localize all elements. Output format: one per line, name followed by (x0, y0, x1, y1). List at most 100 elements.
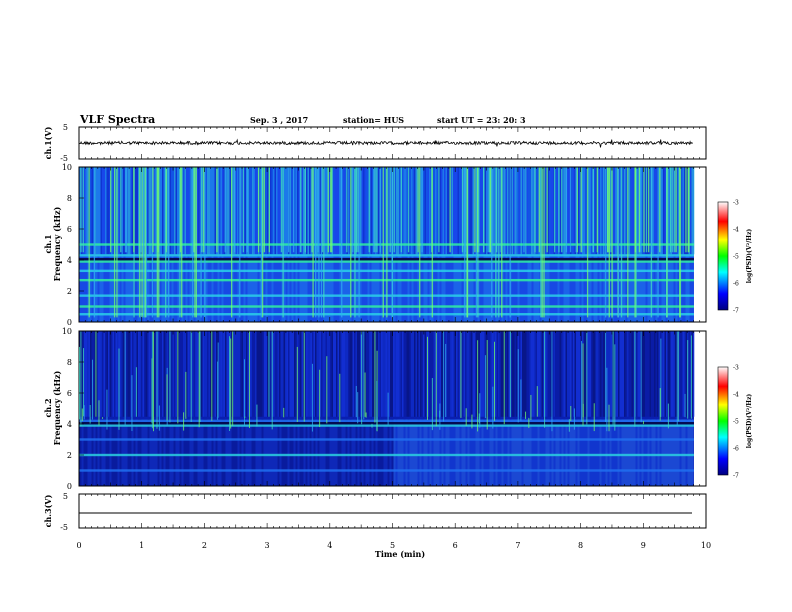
spectrogram-texture (262, 331, 264, 417)
spectrogram-texture (513, 419, 516, 486)
spectrogram-texture (225, 419, 228, 486)
spectrogram-texture (219, 167, 221, 255)
spectrogram-texture (324, 167, 326, 255)
spectrogram-texture (649, 167, 651, 255)
spectrogram-texture (468, 167, 470, 255)
spectrogram-texture (123, 419, 126, 486)
spectrogram-texture (117, 419, 120, 486)
spectrogram-texture (583, 255, 586, 322)
spectrogram-texture (259, 167, 261, 255)
spectrogram-texture (180, 331, 182, 417)
ch1-colorbar (717, 201, 729, 311)
spectrogram-texture (216, 331, 218, 417)
spectrogram-texture (245, 419, 248, 486)
axis-ticks (78, 127, 707, 528)
spectrogram-texture (628, 167, 630, 255)
spectrogram-texture (535, 419, 538, 486)
spectrogram-texture (550, 167, 552, 255)
spectrogram-texture (479, 255, 482, 322)
spectrogram-texture (201, 255, 204, 322)
spectrogram-texture (227, 419, 230, 486)
spectrogram-texture (127, 167, 129, 255)
spectrogram-texture (559, 255, 562, 322)
spectrogram-texture (162, 167, 164, 255)
spectrogram-texture (441, 167, 443, 255)
spectrogram-texture (439, 331, 441, 417)
spectrogram-texture (306, 331, 308, 417)
spectrogram-texture (461, 419, 464, 486)
spectrogram-texture (639, 419, 642, 486)
spectrogram-texture (529, 419, 532, 486)
spectrogram-texture (129, 255, 132, 322)
spectrogram-texture (195, 419, 198, 486)
spectrogram-texture (375, 331, 377, 417)
spectrogram-texture (300, 331, 302, 417)
spectrogram-texture (219, 255, 222, 322)
spectrogram-texture (217, 167, 219, 255)
spectrogram-texture (553, 331, 555, 417)
spectrogram-texture (103, 167, 105, 255)
spectrogram-texture (377, 419, 380, 486)
spectrogram-texture (677, 255, 680, 322)
spectrogram-texture (198, 167, 200, 255)
spectrogram-texture (189, 167, 191, 255)
spectrogram-texture (523, 331, 525, 417)
spectrogram-texture (415, 167, 417, 255)
spectrogram-texture (243, 331, 245, 417)
spectrogram-texture (393, 419, 396, 486)
spectrogram-texture (321, 419, 324, 486)
spectrogram-texture (535, 167, 537, 255)
spectrogram-texture (255, 331, 257, 417)
spectrogram-texture (574, 167, 576, 255)
spectrogram-texture (371, 419, 374, 486)
spectrogram-texture (81, 331, 83, 417)
spectrogram-texture (457, 255, 460, 322)
spectrogram-texture (593, 255, 596, 322)
spectrogram-band (79, 438, 694, 441)
spectrogram-texture (251, 255, 254, 322)
spectrogram-texture (402, 331, 404, 417)
spectrogram-texture (321, 255, 324, 322)
spectrogram-texture (343, 331, 345, 417)
spectrogram-texture (343, 419, 346, 486)
spectrogram-texture (231, 331, 233, 417)
spectrogram-texture (192, 331, 194, 417)
spectrogram-texture (495, 419, 498, 486)
ch1-wave-ytick-top: 5 (63, 123, 68, 132)
spectrogram-texture (201, 331, 203, 417)
spectrogram-texture (665, 419, 668, 486)
spectrogram-texture (131, 419, 134, 486)
spectrogram-texture (605, 419, 608, 486)
spectrogram-texture (687, 255, 690, 322)
spectrogram-texture (316, 331, 318, 417)
spectrogram-texture (585, 167, 587, 255)
spectrogram-texture (667, 331, 669, 417)
spectrogram-texture (355, 255, 358, 322)
spectrogram-texture (301, 331, 303, 417)
spectrogram-texture (329, 419, 332, 486)
spectrogram-texture (423, 419, 426, 486)
spectrogram-texture (619, 419, 622, 486)
spectrogram-texture (663, 419, 666, 486)
spectrogram-texture (301, 167, 303, 255)
spectrogram-texture (336, 331, 338, 417)
spectrogram-texture (431, 419, 434, 486)
spectrogram-texture (459, 419, 462, 486)
spectrogram-texture (105, 419, 108, 486)
spectrogram-texture (549, 255, 552, 322)
spectrogram-texture (293, 419, 296, 486)
spectrogram-texture (207, 331, 209, 417)
spectrogram-texture (624, 331, 626, 417)
spectrogram-texture (531, 167, 533, 255)
spectrogram-texture (645, 331, 647, 417)
spectrogram-texture (456, 331, 458, 417)
spectrogram-texture (189, 419, 192, 486)
spectrogram-texture (527, 255, 530, 322)
spectrogram-texture (631, 419, 634, 486)
spectrogram-texture (515, 419, 518, 486)
spectrogram-texture (250, 167, 252, 255)
spectrogram-texture (331, 255, 334, 322)
spectrogram-texture (637, 331, 639, 417)
spectrogram-texture (301, 419, 304, 486)
spectrogram-texture (531, 331, 533, 417)
